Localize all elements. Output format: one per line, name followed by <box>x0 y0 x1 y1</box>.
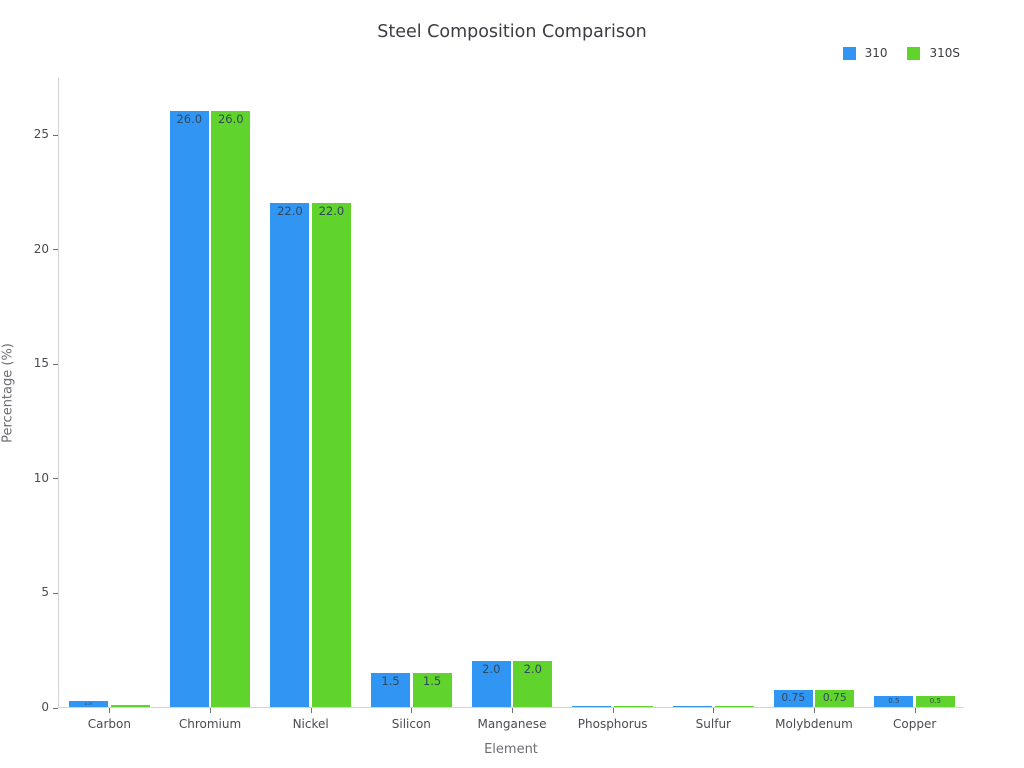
x-axis-tick <box>411 708 413 713</box>
bar-310s-sulfur[interactable]: 0.03 <box>714 706 754 708</box>
x-axis-tick <box>512 708 513 713</box>
y-axis-tick-label: 5 <box>41 585 49 600</box>
x-axis-tick <box>914 708 916 713</box>
y-axis-tick-label: 25 <box>33 127 49 142</box>
y-axis-tick <box>53 363 58 365</box>
bar-310s-copper[interactable]: 0.5 <box>915 695 955 707</box>
x-axis-tick <box>612 708 614 713</box>
x-axis-tick-label: Silicon <box>391 717 431 731</box>
bar-value-label: 2.0 <box>523 662 542 677</box>
x-axis-tick-label: Nickel <box>292 717 329 731</box>
bar-310-copper[interactable]: 0.5 <box>874 695 914 707</box>
x-axis-tick-label: Sulfur <box>695 717 731 731</box>
bar-310-sulfur[interactable]: 0.03 <box>673 706 713 708</box>
bar-value-label: 26.0 <box>217 112 244 127</box>
legend-label-310s: 310S <box>929 46 960 60</box>
x-axis-tick <box>713 708 715 713</box>
bar-value-label: 22.0 <box>318 204 345 218</box>
x-axis-tick <box>109 708 111 713</box>
y-axis-tick-label: 15 <box>33 356 49 371</box>
y-axis-tick-label: 20 <box>33 241 49 256</box>
bar-value-label: 0.75 <box>822 690 847 704</box>
bar-value-label: 26.0 <box>176 112 203 127</box>
legend: 310 310S <box>842 46 960 60</box>
bar-value-label: 0.045 <box>614 707 653 708</box>
bar-310s-nickel[interactable]: 22.0 <box>311 203 351 707</box>
bar-310-carbon[interactable]: 0.25 <box>69 701 109 707</box>
bar-310s-molybdenum[interactable]: 0.75 <box>815 689 855 707</box>
y-axis-tick <box>53 249 58 251</box>
bar-310s-manganese[interactable]: 2.0 <box>513 661 553 707</box>
bar-310-manganese[interactable]: 2.0 <box>471 661 511 707</box>
legend-swatch-310s <box>907 46 921 60</box>
bar-value-label: 1.5 <box>381 673 400 688</box>
bar-value-label: 0.25 <box>84 702 93 707</box>
legend-label-310: 310 <box>864 46 888 60</box>
x-axis-tick <box>310 708 312 713</box>
bar-value-label: 0.75 <box>781 690 806 704</box>
bar-value-label: 0.045 <box>572 707 611 708</box>
y-axis-tick <box>53 707 58 709</box>
x-axis-tick-label: Molybdenum <box>775 717 853 731</box>
chart-title: Steel Composition Comparison <box>377 22 647 42</box>
bar-310s-chromium[interactable]: 26.0 <box>211 111 251 707</box>
bar-value-label: 2.0 <box>482 662 501 677</box>
x-axis-tick-label: Copper <box>893 717 937 731</box>
legend-swatch-310 <box>842 46 856 60</box>
bar-value-label: 22.0 <box>277 204 303 218</box>
x-axis-tick-label: Chromium <box>178 717 242 731</box>
bar-value-label: 0.03 <box>673 707 712 708</box>
bar-310-nickel[interactable]: 22.0 <box>270 203 310 707</box>
bar-value-label: 0.03 <box>715 707 754 708</box>
y-axis-tick-label: 10 <box>33 470 49 485</box>
y-axis-tick-label: 0 <box>41 700 49 714</box>
bar-310-silicon[interactable]: 1.5 <box>371 672 411 707</box>
legend-item-310s[interactable]: 310S <box>907 46 960 60</box>
x-axis-tick-label: Manganese <box>477 717 547 731</box>
bar-310s-phosphorus[interactable]: 0.045 <box>613 705 653 708</box>
y-axis-tick <box>53 592 58 594</box>
bar-310-molybdenum[interactable]: 0.75 <box>773 689 813 707</box>
bar-310s-carbon[interactable]: 0.08 <box>110 705 150 708</box>
y-axis-tick <box>53 134 58 136</box>
bar-value-label: 1.5 <box>422 673 442 688</box>
x-axis-tick-label: Carbon <box>87 717 131 731</box>
y-axis-tick <box>53 478 58 480</box>
x-axis-title: Element <box>484 742 538 757</box>
bar-value-label: 0.5 <box>888 696 900 705</box>
bar-310-phosphorus[interactable]: 0.045 <box>572 705 612 708</box>
bar-310-chromium[interactable]: 26.0 <box>169 111 209 707</box>
x-axis-tick-label: Phosphorus <box>577 717 648 731</box>
bar-value-label: 0.5 <box>929 696 942 705</box>
legend-item-310[interactable]: 310 <box>842 46 888 60</box>
x-axis-tick <box>210 708 211 713</box>
plot-area: 0 5 10 15 20 25 Carbon 0.25 0.08 Chromium 26.0 26.0… <box>34 78 964 731</box>
y-axis-title: Percentage (%) <box>0 343 16 443</box>
bar-310s-silicon[interactable]: 1.5 <box>412 672 452 707</box>
bar-value-label: 0.08 <box>128 706 132 708</box>
x-axis-tick <box>814 708 815 713</box>
